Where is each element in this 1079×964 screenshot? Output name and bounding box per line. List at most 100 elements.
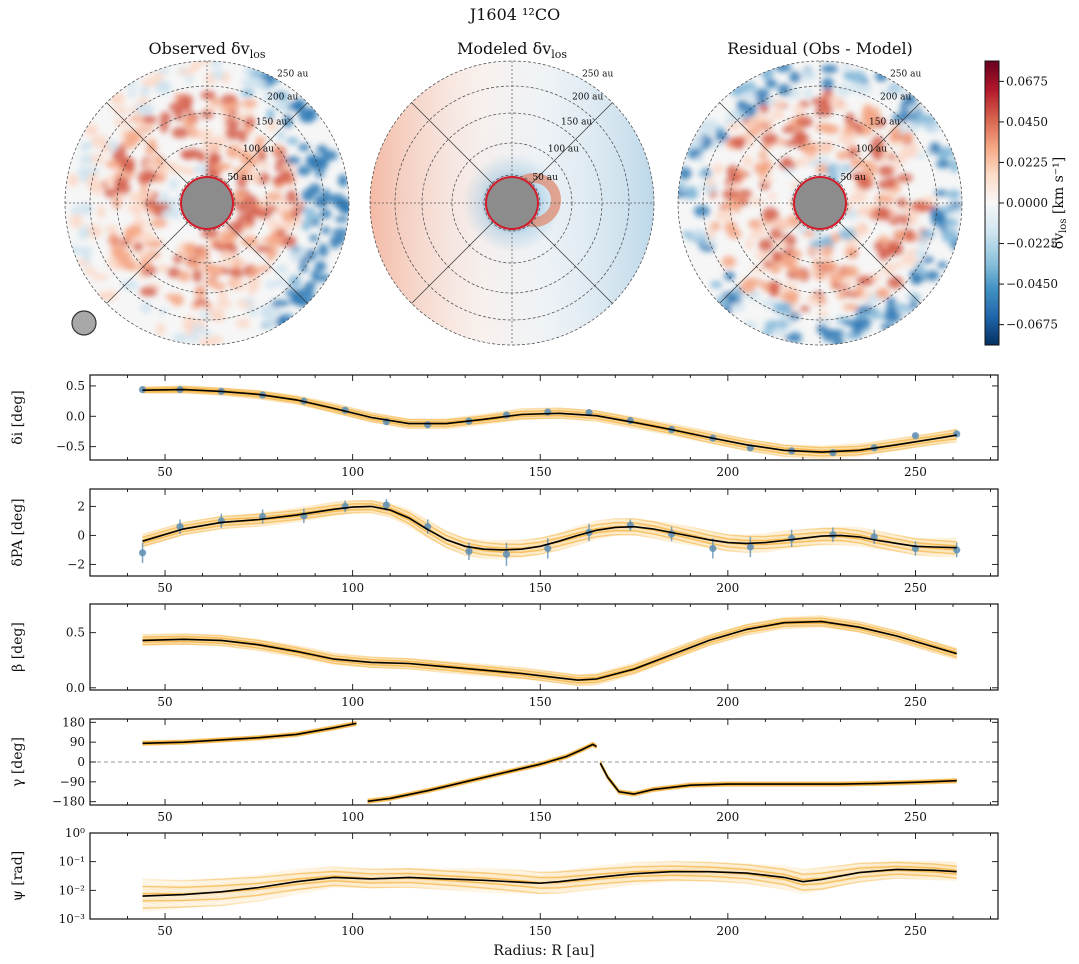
- plot-area: [138, 499, 961, 566]
- posterior-sample: [142, 721, 357, 743]
- blob: [194, 287, 207, 299]
- blob: [223, 243, 237, 250]
- blob: [118, 259, 137, 268]
- blob: [838, 279, 855, 287]
- blob: [149, 218, 168, 228]
- colorbar-gradient: [984, 60, 1000, 346]
- blob: [245, 170, 261, 178]
- blob: [259, 161, 270, 169]
- blob: [287, 102, 305, 111]
- blob: [226, 144, 239, 159]
- blob: [141, 115, 158, 124]
- blob: [796, 272, 806, 279]
- plot-area: [90, 720, 998, 805]
- blob: [898, 123, 907, 135]
- posterior-sample: [142, 877, 957, 910]
- ring-label: 100 au: [548, 144, 579, 154]
- blob: [746, 135, 755, 148]
- posterior-sample: [142, 622, 957, 684]
- blob: [876, 207, 892, 221]
- blob: [784, 167, 794, 175]
- blob: [886, 177, 898, 185]
- blob: [230, 268, 244, 278]
- x-tick-label: 50: [157, 465, 172, 479]
- blob: [211, 163, 229, 171]
- data-point: [502, 550, 511, 558]
- posterior-sample: [142, 500, 957, 545]
- posterior-sample: [599, 764, 957, 797]
- blob: [140, 301, 153, 314]
- posterior-sample: [142, 616, 957, 677]
- blob: [177, 94, 194, 106]
- blob: [155, 322, 165, 337]
- posterior-sample: [142, 512, 957, 559]
- x-tick-label: 150: [529, 810, 552, 824]
- blob: [875, 287, 889, 299]
- blob: [192, 268, 203, 283]
- blob: [171, 127, 189, 139]
- blob: [838, 228, 856, 240]
- posterior-sample: [142, 617, 957, 677]
- blob: [334, 216, 349, 223]
- blob: [83, 123, 99, 136]
- blob: [105, 160, 120, 168]
- posterior-sample: [142, 724, 357, 746]
- blob: [809, 239, 827, 248]
- blob: [714, 131, 729, 143]
- blob: [788, 312, 801, 321]
- posterior-sample: [367, 745, 597, 804]
- blob: [221, 267, 232, 274]
- blob: [796, 116, 814, 128]
- blob: [748, 219, 762, 230]
- blob: [187, 127, 199, 138]
- blob: [820, 64, 839, 74]
- posterior-sample: [142, 617, 957, 679]
- posterior-sample: [367, 743, 597, 801]
- x-tick-label: 250: [904, 695, 927, 709]
- y-tick-label: 180: [62, 715, 85, 729]
- posterior-sample: [142, 391, 957, 458]
- data-point: [544, 408, 552, 416]
- posterior-sample: [367, 745, 597, 804]
- plot-area: [142, 614, 957, 687]
- blob: [754, 88, 770, 100]
- posterior-sample: [142, 626, 957, 687]
- blob: [726, 110, 743, 120]
- posterior-sample: [142, 720, 357, 742]
- blob: [933, 211, 947, 221]
- blob: [203, 302, 213, 310]
- map-inner-mask: [793, 176, 847, 230]
- posterior-sample: [142, 720, 357, 742]
- posterior-sample: [142, 509, 957, 556]
- blob: [910, 201, 928, 212]
- posterior-sample: [367, 745, 597, 803]
- blob: [141, 231, 155, 244]
- blob: [816, 162, 829, 176]
- blob: [934, 189, 948, 197]
- blob: [925, 270, 940, 281]
- posterior-sample: [367, 745, 597, 804]
- blob: [170, 293, 184, 307]
- profile-panel-3: 50 100 150 200 250 0.5 0.0 β [deg]: [10, 603, 999, 709]
- ring-label: 50 au: [532, 173, 558, 183]
- posterior-sample: [367, 741, 597, 801]
- blob: [77, 229, 90, 240]
- posterior-sample: [599, 761, 957, 793]
- posterior-sample: [142, 509, 957, 555]
- blob: [217, 289, 228, 301]
- map-blobs: [66, 61, 349, 345]
- blob: [946, 189, 961, 200]
- blob: [337, 174, 349, 187]
- map-title-observed: Observed δvlos: [149, 39, 266, 61]
- blob: [734, 141, 744, 150]
- blob: [308, 157, 324, 167]
- blob: [781, 282, 798, 292]
- posterior-sample: [142, 622, 957, 683]
- median-line: [599, 762, 957, 795]
- data-point: [424, 421, 432, 429]
- blob: [110, 92, 126, 106]
- posterior-sample: [142, 624, 957, 684]
- y-tick-label: 10⁰: [65, 826, 85, 840]
- blob: [314, 197, 328, 208]
- blob: [314, 171, 325, 178]
